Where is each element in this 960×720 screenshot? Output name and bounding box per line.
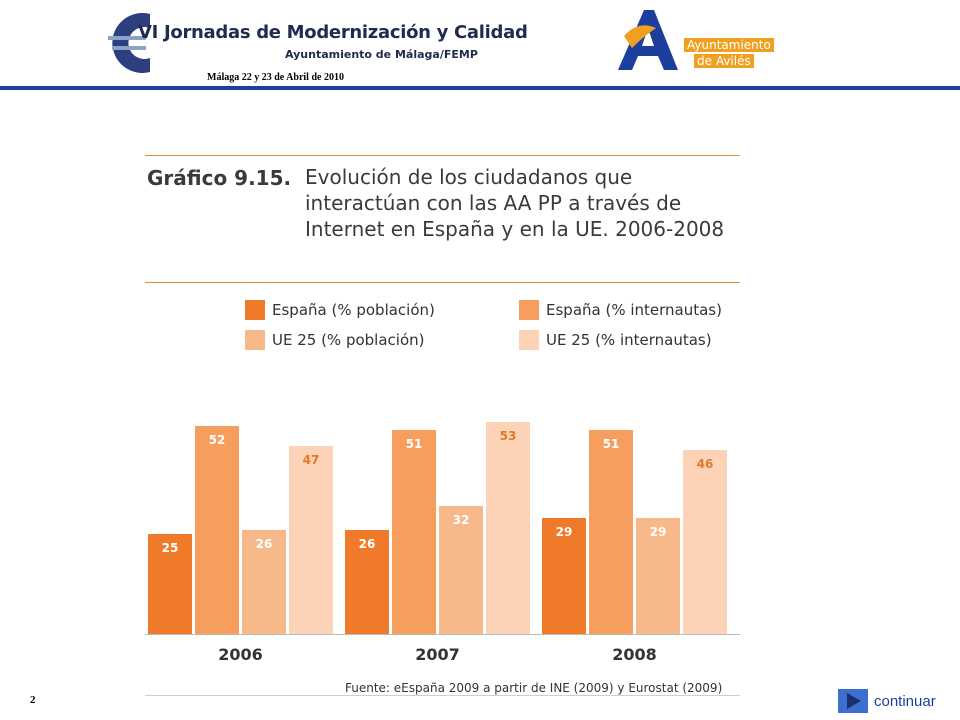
legend-item-espana-internautas: España (% internautas) xyxy=(519,300,722,320)
chart-title: Evolución de los ciudadanos que interact… xyxy=(305,165,725,241)
bar-value-label: 26 xyxy=(256,537,273,551)
header-divider xyxy=(0,86,960,90)
org-name-line1: Ayuntamiento xyxy=(684,38,774,52)
bar-2006-series-1 xyxy=(195,426,239,634)
title-top-rule xyxy=(145,155,740,156)
bar-value-label: 51 xyxy=(406,437,423,451)
bar-2007-series-0 xyxy=(345,530,389,634)
bar-2006-series-3 xyxy=(289,446,333,634)
event-subtitle: Ayuntamiento de Málaga/FEMP xyxy=(285,48,478,61)
bar-2006-series-2 xyxy=(242,530,286,634)
play-arrow-icon xyxy=(838,689,868,713)
x-tick-label: 2007 xyxy=(415,645,460,664)
bar-2008-series-2 xyxy=(636,518,680,634)
aviles-logo: Ayuntamiento de Avilés xyxy=(610,6,785,74)
x-tick-label: 2006 xyxy=(218,645,263,664)
title-bottom-rule xyxy=(145,282,740,283)
x-tick-label: 2008 xyxy=(612,645,657,664)
bar-2008-series-1 xyxy=(589,430,633,634)
bar-value-label: 52 xyxy=(209,433,226,447)
bar-2006-series-0 xyxy=(148,534,192,634)
bar-value-label: 46 xyxy=(697,457,714,471)
bar-value-label: 29 xyxy=(650,525,667,539)
legend-swatch xyxy=(519,300,539,320)
legend-label: España (% internautas) xyxy=(546,301,722,319)
bar-2007-series-2 xyxy=(439,506,483,634)
legend-label: España (% población) xyxy=(272,301,435,319)
legend-swatch xyxy=(245,300,265,320)
bar-value-label: 26 xyxy=(359,537,376,551)
event-date: Málaga 22 y 23 de Abril de 2010 xyxy=(207,72,344,83)
bar-value-label: 53 xyxy=(500,429,517,443)
bar-2007-series-3 xyxy=(486,422,530,634)
continue-button[interactable]: continuar xyxy=(838,688,936,714)
aviles-emblem-icon xyxy=(618,10,678,70)
bar-2008-series-3 xyxy=(683,450,727,634)
bar-value-label: 51 xyxy=(603,437,620,451)
jornadas-logo xyxy=(108,13,150,73)
event-title: VI Jornadas de Modernización y Calidad xyxy=(138,22,528,43)
legend-label: UE 25 (% internautas) xyxy=(546,331,712,349)
bar-value-label: 25 xyxy=(162,541,179,555)
source-rule xyxy=(145,695,740,696)
bar-value-label: 47 xyxy=(303,453,320,467)
continue-label: continuar xyxy=(874,692,936,710)
legend-swatch xyxy=(519,330,539,350)
bar-2008-series-0 xyxy=(542,518,586,634)
bar-2007-series-1 xyxy=(392,430,436,634)
legend-item-ue-internautas: UE 25 (% internautas) xyxy=(519,330,712,350)
org-name-line2: de Avilés xyxy=(694,54,754,68)
legend-swatch xyxy=(245,330,265,350)
chart-number: Gráfico 9.15. xyxy=(147,166,292,190)
legend-item-ue-poblacion: UE 25 (% población) xyxy=(245,330,424,350)
page-number: 2 xyxy=(30,694,36,706)
bar-value-label: 29 xyxy=(556,525,573,539)
legend-item-espana-poblacion: España (% población) xyxy=(245,300,435,320)
bar-value-label: 32 xyxy=(453,513,470,527)
legend-label: UE 25 (% población) xyxy=(272,331,425,349)
chart-source: Fuente: eEspaña 2009 a partir de INE (20… xyxy=(345,681,723,695)
